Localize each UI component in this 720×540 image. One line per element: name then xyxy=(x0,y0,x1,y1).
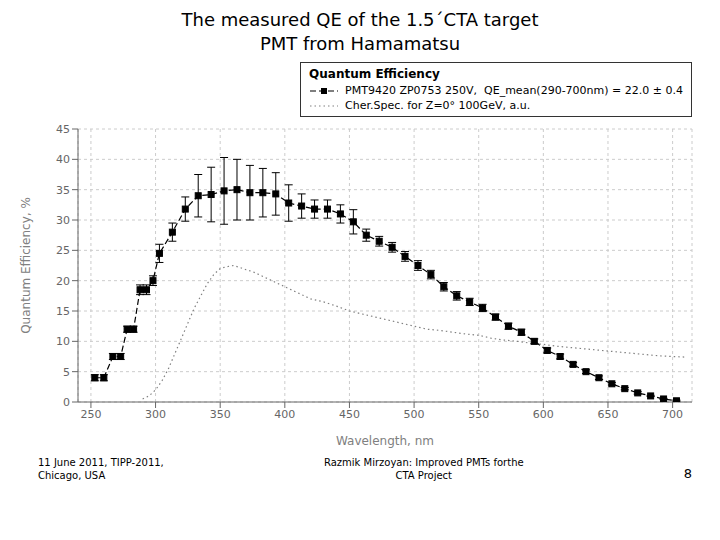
svg-text:10: 10 xyxy=(56,335,70,348)
svg-text:400: 400 xyxy=(274,408,295,421)
html-text:Cher.Spec. for Z=0° 100GeV, a.: Cher.Spec. for Z=0° 100GeV, a.u. xyxy=(345,99,531,112)
svg-text:250: 250 xyxy=(80,408,101,421)
html-text:11 June 2011, TIPP-2011,: 11 June 2011, TIPP-2011, xyxy=(38,457,164,468)
svg-text:40: 40 xyxy=(56,153,70,166)
html-text:CTA Project: CTA Project xyxy=(395,470,452,481)
svg-text:25: 25 xyxy=(56,244,70,257)
svg-text:350: 350 xyxy=(210,408,231,421)
svg-text:700: 700 xyxy=(662,408,683,421)
svg-text:15: 15 xyxy=(56,305,70,318)
svg-text:300: 300 xyxy=(145,408,166,421)
html-text:Razmik Mirzoyan: Improved PMTs: Razmik Mirzoyan: Improved PMTs forthe xyxy=(323,457,524,468)
svg-text:5: 5 xyxy=(63,366,70,379)
svg-text:600: 600 xyxy=(533,408,554,421)
html-text:The measured QE of the 1.5´CTA: The measured QE of the 1.5´CTA target xyxy=(181,9,539,30)
svg-text:550: 550 xyxy=(468,408,489,421)
svg-text:35: 35 xyxy=(56,184,70,197)
svg-text:45: 45 xyxy=(56,123,70,136)
svg-text:450: 450 xyxy=(339,408,360,421)
html-text:PMT9420 ZP0753 250V, QE_mean(2: PMT9420 ZP0753 250V, QE_mean(290-700nm) … xyxy=(345,84,683,97)
html-text:PMT from Hamamatsu: PMT from Hamamatsu xyxy=(259,33,461,54)
svg-text:650: 650 xyxy=(597,408,618,421)
svg-text:500: 500 xyxy=(404,408,425,421)
svg-text:20: 20 xyxy=(56,275,70,288)
svg-text:Wavelength, nm: Wavelength, nm xyxy=(336,434,434,448)
svg-text:Quantum Efficiency, %: Quantum Efficiency, % xyxy=(19,197,33,334)
svg-text:0: 0 xyxy=(63,396,70,409)
svg-text:30: 30 xyxy=(56,214,70,227)
html-text:8: 8 xyxy=(683,466,692,481)
html-text:Chicago, USA: Chicago, USA xyxy=(38,470,106,481)
html-text:Quantum Efficiency: Quantum Efficiency xyxy=(309,67,440,81)
